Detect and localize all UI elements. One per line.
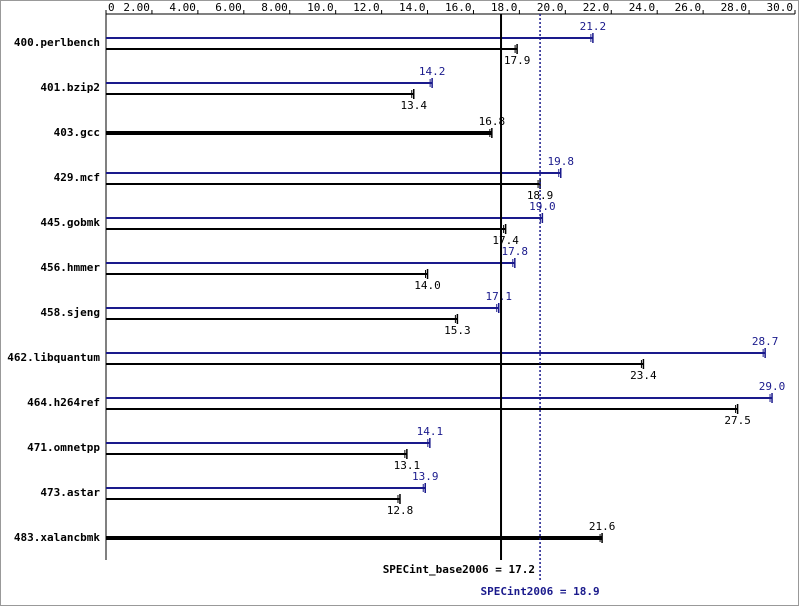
category-label: 429.mcf bbox=[54, 171, 100, 184]
reference-label: SPECint_base2006 = 17.2 bbox=[383, 563, 535, 576]
x-tick-label: 14.0 bbox=[399, 1, 426, 14]
category-label: 403.gcc bbox=[54, 126, 100, 139]
value-label: 13.1 bbox=[394, 459, 421, 472]
x-tick-label: 20.0 bbox=[537, 1, 564, 14]
x-tick-label: 12.0 bbox=[353, 1, 380, 14]
x-tick-label: 18.0 bbox=[491, 1, 518, 14]
value-label: 17.9 bbox=[504, 54, 531, 67]
x-tick-label: 4.00 bbox=[169, 1, 196, 14]
x-tick-label: 24.0 bbox=[629, 1, 656, 14]
value-label: 13.9 bbox=[412, 470, 439, 483]
value-label: 23.4 bbox=[630, 369, 657, 382]
value-label: 17.1 bbox=[485, 290, 512, 303]
category-label: 462.libquantum bbox=[7, 351, 100, 364]
value-label: 13.4 bbox=[401, 99, 428, 112]
value-label: 29.0 bbox=[759, 380, 786, 393]
x-tick-label: 10.0 bbox=[307, 1, 334, 14]
x-tick-label: 26.0 bbox=[675, 1, 702, 14]
value-label: 21.2 bbox=[580, 20, 607, 33]
value-label: 19.0 bbox=[529, 200, 556, 213]
value-label: 15.3 bbox=[444, 324, 471, 337]
value-label: 27.5 bbox=[724, 414, 751, 427]
value-label: 21.6 bbox=[589, 520, 616, 533]
category-label: 400.perlbench bbox=[14, 36, 100, 49]
reference-label: SPECint2006 = 18.9 bbox=[480, 585, 599, 598]
value-label: 17.8 bbox=[502, 245, 529, 258]
category-label: 445.gobmk bbox=[40, 216, 100, 229]
x-tick-label: 8.00 bbox=[261, 1, 288, 14]
value-label: 28.7 bbox=[752, 335, 779, 348]
x-tick-label: 6.00 bbox=[215, 1, 242, 14]
value-label: 14.2 bbox=[419, 65, 446, 78]
x-tick-label: 30.0 bbox=[767, 1, 794, 14]
value-label: 17.4 bbox=[492, 234, 519, 247]
value-label: 14.1 bbox=[417, 425, 444, 438]
x-tick-label: 16.0 bbox=[445, 1, 472, 14]
category-label: 458.sjeng bbox=[40, 306, 100, 319]
value-label: 12.8 bbox=[387, 504, 414, 517]
x-tick-label: 0 bbox=[108, 1, 115, 14]
category-label: 471.omnetpp bbox=[27, 441, 100, 454]
value-label: 16.8 bbox=[479, 115, 506, 128]
value-label: 14.0 bbox=[414, 279, 441, 292]
category-label: 401.bzip2 bbox=[40, 81, 100, 94]
category-label: 456.hmmer bbox=[40, 261, 100, 274]
x-tick-label: 28.0 bbox=[721, 1, 748, 14]
x-tick-label: 22.0 bbox=[583, 1, 610, 14]
x-tick-label: 2.00 bbox=[123, 1, 150, 14]
category-label: 464.h264ref bbox=[27, 396, 100, 409]
category-label: 483.xalancbmk bbox=[14, 531, 100, 544]
category-label: 473.astar bbox=[40, 486, 100, 499]
value-label: 19.8 bbox=[547, 155, 574, 168]
